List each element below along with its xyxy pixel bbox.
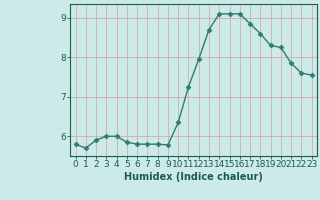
- X-axis label: Humidex (Indice chaleur): Humidex (Indice chaleur): [124, 172, 263, 182]
